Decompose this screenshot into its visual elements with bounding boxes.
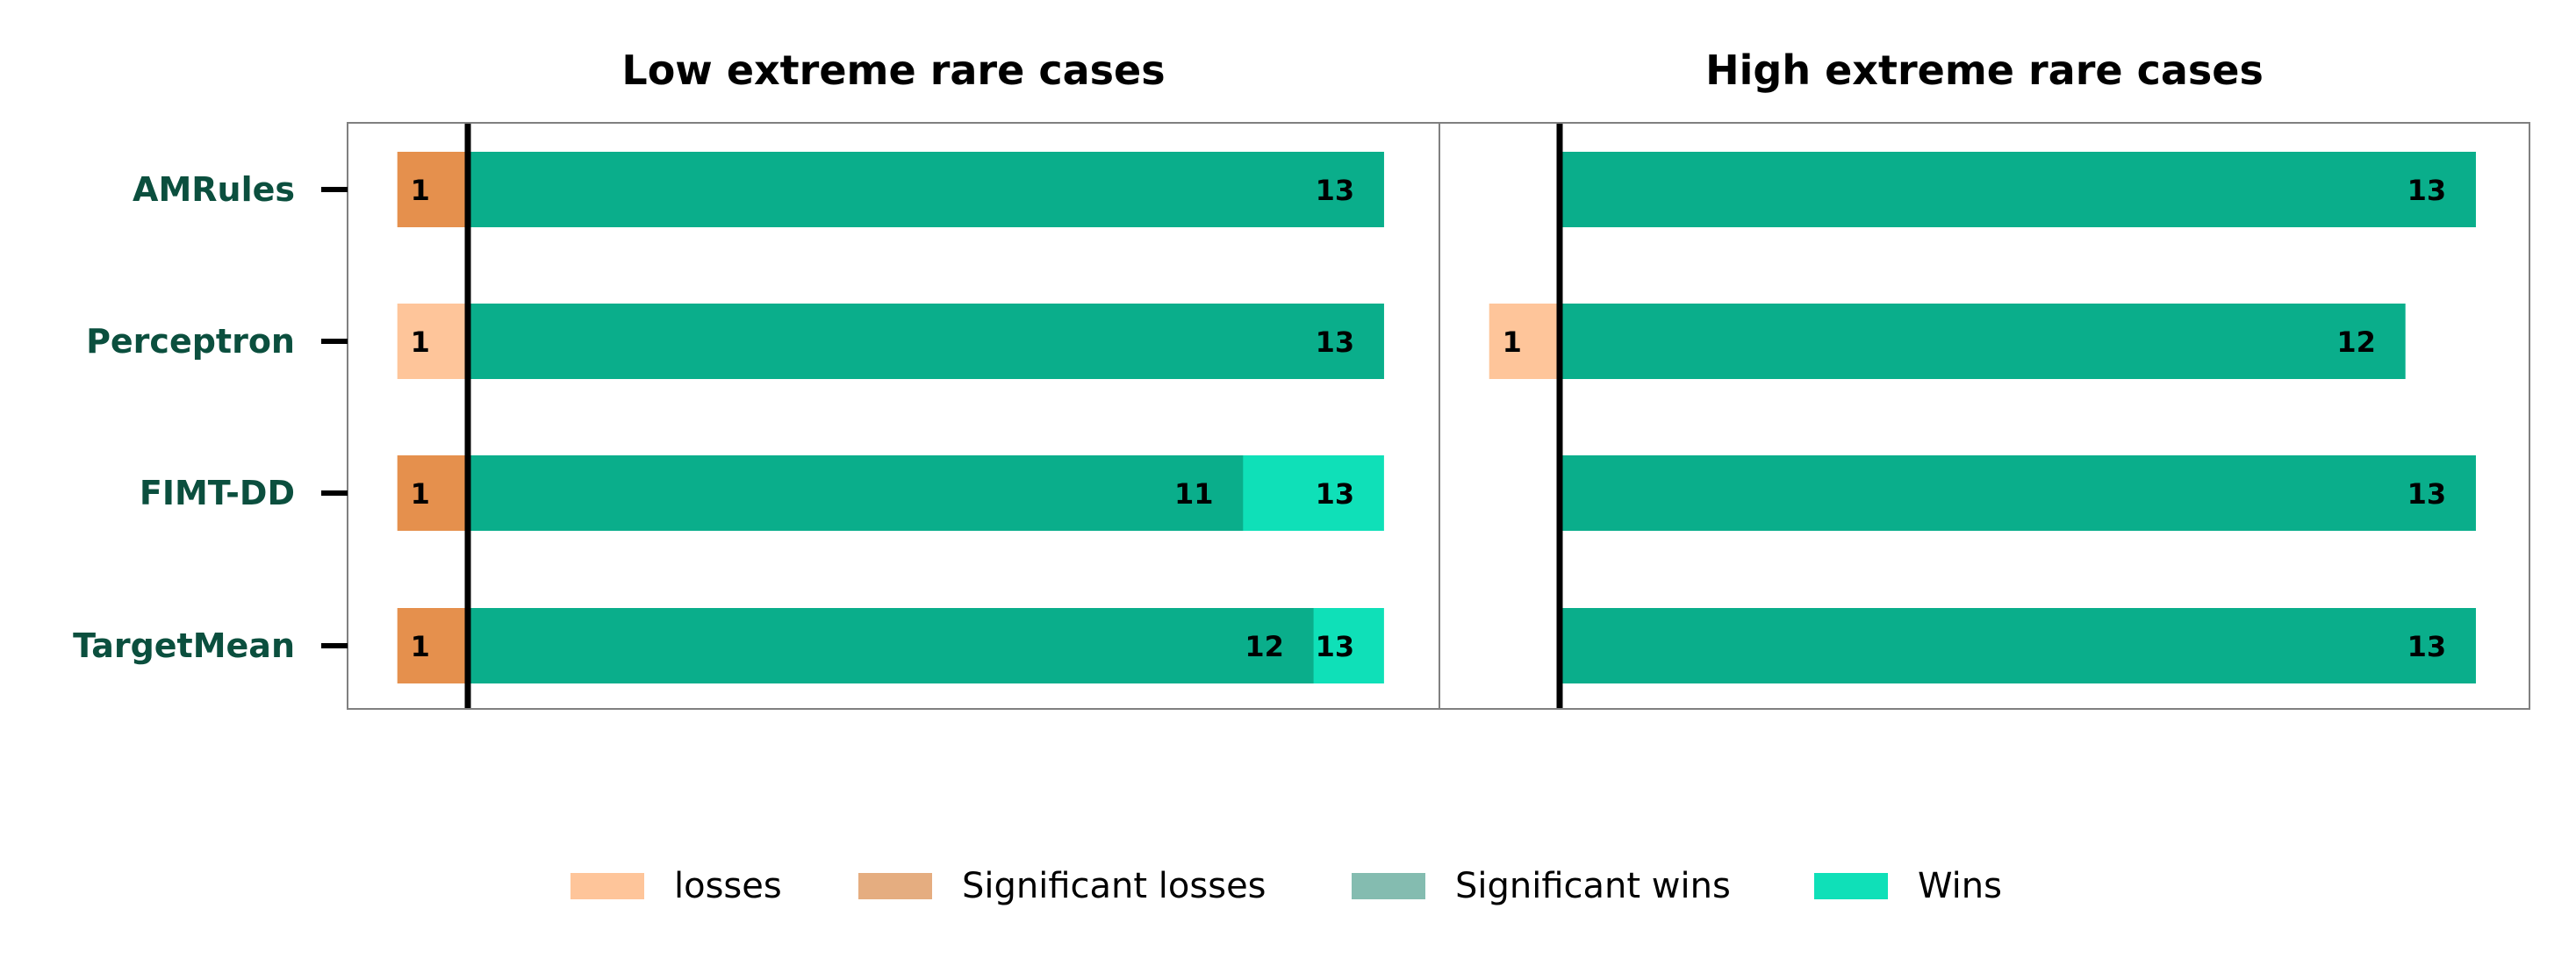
legend-entry: Significant losses [858, 866, 1266, 906]
legend-swatch [1814, 873, 1888, 899]
loss-count-label: 1 [411, 326, 430, 359]
loss-count-label: 1 [411, 174, 430, 207]
significant-losses-bar [397, 152, 468, 227]
legend-swatch [570, 873, 644, 899]
significant-wins-bar [1560, 152, 2476, 227]
bar-row: 1 11 13 [397, 455, 1384, 531]
wins-count-label: 13 [2407, 174, 2447, 207]
ytick-label: Perceptron [86, 322, 295, 361]
bar-row: 1 13 [397, 152, 1384, 227]
legend-entry: Significant wins [1352, 866, 1731, 906]
panel-title: Low extreme rare cases [621, 47, 1165, 94]
significant-wins-bar [468, 304, 1384, 379]
bar-row: 1 12 [1489, 304, 2406, 379]
ytick-label: FIMT-DD [140, 474, 295, 512]
loss-count-label: 1 [411, 630, 430, 663]
bar-row: 1 12 13 [397, 608, 1384, 683]
significant-losses-bar [397, 455, 468, 531]
significant-wins-bar [468, 455, 1244, 531]
significant-losses-bar [397, 608, 468, 683]
wins-count-label: 13 [1316, 630, 1355, 663]
loss-count-label: 1 [411, 477, 430, 511]
bar-row: 13 [1560, 152, 2476, 227]
significant-wins-count-label: 12 [1245, 630, 1284, 663]
wins-count-label: 13 [1316, 477, 1355, 511]
significant-wins-bar [1560, 455, 2476, 531]
losses-bar [1489, 304, 1560, 379]
legend-label: losses [674, 866, 782, 906]
significant-wins-bar [468, 608, 1314, 683]
ytick-label: AMRules [133, 170, 295, 209]
legend-label: Wins [1918, 866, 2002, 906]
panel-title: High extreme rare cases [1705, 47, 2264, 94]
loss-count-label: 1 [1503, 326, 1522, 359]
wins-count-label: 13 [1316, 326, 1355, 359]
wins-count-label: 13 [2407, 630, 2447, 663]
significant-wins-bar [1560, 304, 2406, 379]
legend-entry: losses [570, 866, 782, 906]
legend-label: Significant wins [1455, 866, 1731, 906]
significant-wins-count-label: 11 [1174, 477, 1214, 511]
bar-row: 1 13 [397, 304, 1384, 379]
legend: losses Significant losses Significant wins… [570, 866, 2002, 906]
panel-frame [1439, 122, 2530, 710]
wins-count-label: 13 [2407, 477, 2447, 511]
panel-high: High extreme rare cases 13 1 12 13 13 [1439, 47, 2530, 710]
wins-count-label: 13 [1316, 174, 1355, 207]
legend-swatch [1352, 873, 1425, 899]
bar-row: 13 [1560, 608, 2476, 683]
wins-count-label: 12 [2336, 326, 2376, 359]
bar-row: 13 [1560, 455, 2476, 531]
ytick-label: TargetMean [73, 626, 295, 665]
significant-wins-bar [468, 152, 1384, 227]
legend-entry: Wins [1814, 866, 2002, 906]
significant-wins-bar [1560, 608, 2476, 683]
y-axis: AMRules Perceptron FIMT-DD TargetMean [73, 170, 348, 665]
legend-label: Significant losses [962, 866, 1266, 906]
losses-bar [397, 304, 468, 379]
legend-swatch [858, 873, 932, 899]
